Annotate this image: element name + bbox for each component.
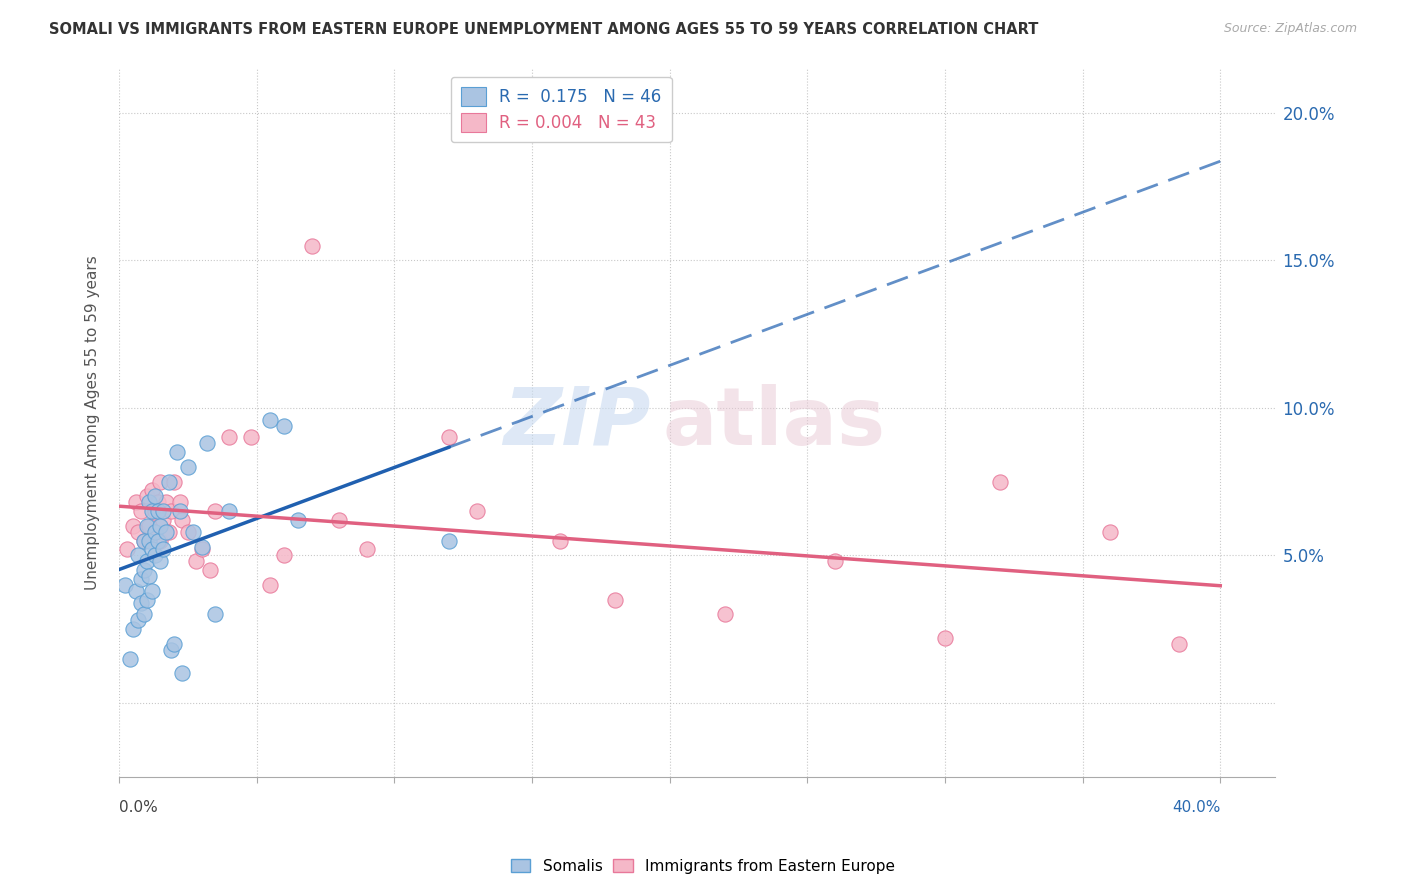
- Point: [1099, 524, 1122, 539]
- Point: [240, 430, 263, 444]
- Point: [190, 540, 212, 554]
- Point: [127, 524, 149, 539]
- Point: [143, 524, 166, 539]
- Point: [127, 613, 149, 627]
- Point: [152, 504, 174, 518]
- Point: [328, 513, 350, 527]
- Point: [713, 607, 735, 622]
- Point: [603, 592, 626, 607]
- Point: [114, 578, 136, 592]
- Text: Source: ZipAtlas.com: Source: ZipAtlas.com: [1223, 22, 1357, 36]
- Point: [143, 489, 166, 503]
- Point: [132, 563, 155, 577]
- Text: 0.0%: 0.0%: [120, 800, 157, 815]
- Point: [135, 554, 157, 568]
- Point: [169, 504, 191, 518]
- Point: [129, 572, 152, 586]
- Point: [117, 542, 139, 557]
- Point: [988, 475, 1011, 489]
- Point: [129, 596, 152, 610]
- Point: [135, 489, 157, 503]
- Point: [218, 504, 240, 518]
- Point: [138, 495, 160, 509]
- Point: [132, 533, 155, 548]
- Point: [172, 666, 194, 681]
- Y-axis label: Unemployment Among Ages 55 to 59 years: Unemployment Among Ages 55 to 59 years: [86, 255, 100, 590]
- Point: [138, 533, 160, 548]
- Point: [143, 549, 166, 563]
- Point: [195, 436, 218, 450]
- Point: [149, 519, 172, 533]
- Point: [160, 642, 183, 657]
- Point: [135, 592, 157, 607]
- Point: [177, 459, 200, 474]
- Point: [141, 542, 163, 557]
- Point: [157, 524, 180, 539]
- Legend: Somalis, Immigrants from Eastern Europe: Somalis, Immigrants from Eastern Europe: [505, 853, 901, 880]
- Point: [824, 554, 846, 568]
- Point: [169, 495, 191, 509]
- Point: [155, 524, 177, 539]
- Point: [166, 445, 188, 459]
- Point: [287, 513, 309, 527]
- Point: [439, 430, 461, 444]
- Point: [157, 475, 180, 489]
- Point: [163, 637, 186, 651]
- Point: [439, 533, 461, 548]
- Point: [124, 495, 146, 509]
- Point: [177, 524, 200, 539]
- Text: atlas: atlas: [662, 384, 886, 461]
- Point: [259, 412, 281, 426]
- Point: [149, 475, 172, 489]
- Point: [121, 519, 143, 533]
- Point: [356, 542, 378, 557]
- Point: [129, 504, 152, 518]
- Point: [465, 504, 488, 518]
- Point: [152, 542, 174, 557]
- Point: [190, 542, 212, 557]
- Point: [152, 513, 174, 527]
- Point: [172, 513, 194, 527]
- Point: [548, 533, 571, 548]
- Point: [155, 495, 177, 509]
- Point: [146, 495, 169, 509]
- Point: [183, 524, 205, 539]
- Text: ZIP: ZIP: [503, 384, 651, 461]
- Point: [141, 504, 163, 518]
- Point: [138, 569, 160, 583]
- Legend: R =  0.175   N = 46, R = 0.004   N = 43: R = 0.175 N = 46, R = 0.004 N = 43: [451, 77, 672, 142]
- Point: [141, 483, 163, 498]
- Point: [138, 519, 160, 533]
- Text: 40.0%: 40.0%: [1171, 800, 1220, 815]
- Point: [146, 533, 169, 548]
- Point: [273, 418, 295, 433]
- Point: [132, 533, 155, 548]
- Text: SOMALI VS IMMIGRANTS FROM EASTERN EUROPE UNEMPLOYMENT AMONG AGES 55 TO 59 YEARS : SOMALI VS IMMIGRANTS FROM EASTERN EUROPE…: [49, 22, 1039, 37]
- Point: [127, 549, 149, 563]
- Point: [132, 607, 155, 622]
- Point: [160, 504, 183, 518]
- Point: [143, 524, 166, 539]
- Point: [121, 622, 143, 636]
- Point: [120, 651, 142, 665]
- Point: [149, 533, 172, 548]
- Point: [934, 631, 956, 645]
- Point: [218, 430, 240, 444]
- Point: [143, 504, 166, 518]
- Point: [141, 583, 163, 598]
- Point: [198, 563, 221, 577]
- Point: [273, 549, 295, 563]
- Point: [135, 519, 157, 533]
- Point: [204, 504, 226, 518]
- Point: [301, 238, 323, 252]
- Point: [149, 554, 172, 568]
- Point: [146, 504, 169, 518]
- Point: [204, 607, 226, 622]
- Point: [163, 475, 186, 489]
- Point: [259, 578, 281, 592]
- Point: [124, 583, 146, 598]
- Point: [1168, 637, 1191, 651]
- Point: [184, 554, 207, 568]
